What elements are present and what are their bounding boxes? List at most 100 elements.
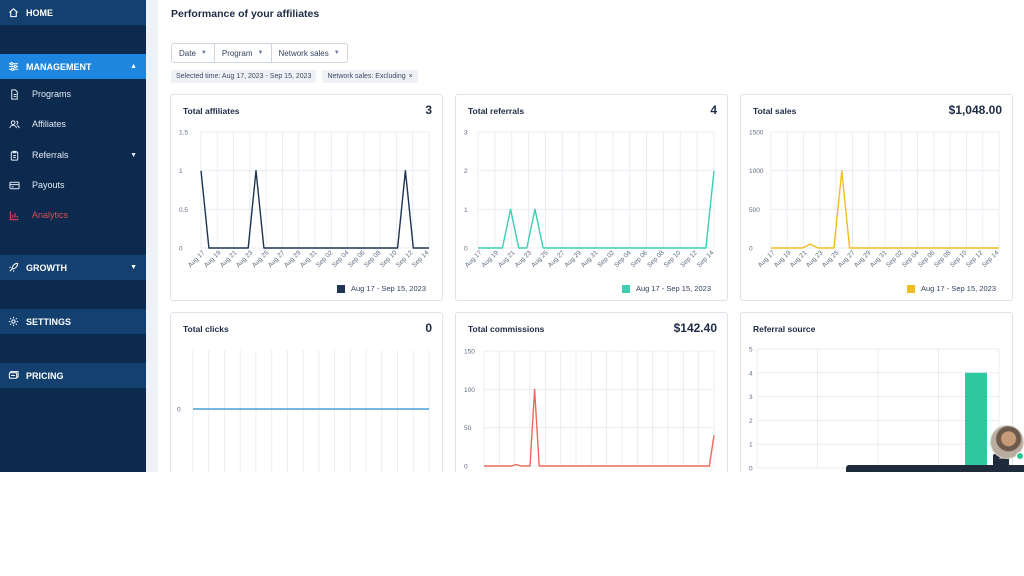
nav-management-label: MANAGEMENT — [26, 61, 92, 72]
sidebar-item-referrals[interactable]: Referrals ▼ — [0, 144, 146, 166]
bar — [965, 372, 987, 468]
chevron-down-icon: ▼ — [257, 50, 264, 56]
program-filter-button[interactable]: Program ▼ — [215, 44, 272, 62]
sidebar-item-programs[interactable]: Programs — [0, 83, 146, 105]
y-tick-label: 150 — [464, 349, 475, 356]
users-icon — [7, 117, 21, 131]
series-line — [200, 169, 429, 249]
y-tick-label: 0 — [464, 464, 468, 471]
y-tick-label: 0.5 — [179, 207, 188, 214]
y-tick-label: 0 — [749, 246, 753, 253]
x-tick-label: Sep 06 — [630, 249, 650, 269]
network-sales-chip: Network sales: Excluding × — [322, 70, 418, 83]
y-tick-label: 1000 — [749, 168, 764, 175]
analytics-icon — [7, 208, 21, 222]
nav-home-label: HOME — [26, 7, 53, 18]
x-tick-label: Aug 23 — [514, 249, 534, 269]
y-tick-label: 0 — [749, 466, 753, 473]
y-tick-label: 2 — [749, 418, 753, 425]
close-icon[interactable]: × — [408, 73, 413, 80]
referral-source-card: Referral source 0 1 2 3 4 5 — [740, 312, 1013, 472]
legend-swatch — [621, 284, 630, 293]
x-tick-label: Sep 08 — [646, 249, 666, 269]
total-commissions-card: Total commissions $142.40 0 50 100 150 — [455, 312, 728, 472]
series-line — [771, 169, 999, 249]
x-tick-label: Sep 04 — [613, 249, 633, 269]
selected-time-chip: Selected time: Aug 17, 2023 - Sep 15, 20… — [171, 70, 317, 83]
x-tick-label: Sep 10 — [663, 249, 683, 269]
nav-home[interactable]: HOME — [0, 0, 146, 25]
x-tick-label: Sep 12 — [679, 249, 699, 269]
y-tick-label: 50 — [464, 425, 472, 432]
y-tick-label: 500 — [749, 207, 760, 214]
chevron-down-icon: ▼ — [130, 264, 137, 271]
y-tick-label: 1 — [464, 207, 468, 214]
legend-label: Aug 17 - Sep 15, 2023 — [350, 284, 426, 293]
credit-card-icon — [7, 178, 21, 192]
nav-pricing-label: PRICING — [26, 370, 64, 381]
legend-label: Aug 17 - Sep 15, 2023 — [635, 284, 711, 293]
y-tick-label: 0 — [177, 407, 181, 414]
pricing-icon — [6, 369, 20, 383]
y-tick-label: 0 — [464, 246, 468, 253]
date-filter-button[interactable]: Date ▼ — [172, 44, 215, 62]
nav-settings-label: SETTINGS — [26, 316, 72, 327]
chevron-down-icon: ▼ — [200, 50, 207, 56]
chart-legend: Aug 17 - Sep 15, 2023 — [621, 284, 711, 293]
x-tick-label: Sep 02 — [596, 249, 616, 269]
chevron-down-icon: ▼ — [333, 50, 340, 56]
card-value: 4 — [710, 103, 717, 117]
program-filter-label: Program — [221, 48, 253, 58]
document-icon — [7, 87, 21, 101]
online-status-dot — [1016, 452, 1024, 460]
x-tick-label: Sep 14 — [411, 249, 431, 269]
y-tick-label: 1 — [179, 168, 183, 175]
x-tick-label: Aug 27 — [547, 249, 567, 269]
selected-time-chip-label: Selected time: Aug 17, 2023 - Sep 15, 20… — [176, 73, 312, 80]
sliders-icon — [6, 60, 20, 74]
nav-growth-label: GROWTH — [26, 262, 67, 273]
nav-settings[interactable]: SETTINGS — [0, 309, 146, 334]
x-tick-label: Sep 14 — [981, 249, 1001, 269]
nav-pricing[interactable]: PRICING — [0, 363, 146, 388]
y-tick-label: 2 — [464, 168, 468, 175]
sidebar-gutter — [146, 0, 158, 472]
y-tick-label: 5 — [749, 347, 753, 354]
series-line — [484, 388, 715, 467]
x-tick-label: Sep 14 — [696, 249, 716, 269]
y-tick-label: 1 — [749, 442, 753, 449]
card-value: 3 — [425, 103, 432, 117]
app-root: HOME MANAGEMENT ▲ Programs Affiliates — [0, 0, 1024, 472]
nav-growth[interactable]: GROWTH ▼ — [0, 255, 146, 280]
filter-bar: Date ▼ Program ▼ Network sales ▼ — [171, 43, 348, 63]
sidebar-item-analytics[interactable]: Analytics — [0, 204, 146, 226]
y-tick-label: 4 — [749, 370, 753, 377]
chart-legend: Aug 17 - Sep 15, 2023 — [906, 284, 996, 293]
sidebar-item-affiliates-label: Affiliates — [32, 119, 66, 129]
sidebar-item-payouts[interactable]: Payouts — [0, 174, 146, 196]
chat-widget-bar[interactable] — [846, 465, 1024, 472]
card-title: Total clicks — [183, 324, 229, 334]
x-tick-label: Aug 29 — [563, 249, 583, 269]
network-sales-filter-button[interactable]: Network sales ▼ — [272, 44, 347, 62]
total-clicks-chart: 0 — [177, 350, 430, 472]
sidebar-item-analytics-label: Analytics — [32, 210, 69, 220]
nav-management[interactable]: MANAGEMENT ▲ — [0, 54, 146, 79]
sidebar: HOME MANAGEMENT ▲ Programs Affiliates — [0, 0, 146, 472]
sidebar-item-affiliates[interactable]: Affiliates — [0, 113, 146, 135]
network-sales-filter-label: Network sales — [278, 48, 329, 58]
rocket-icon — [6, 261, 20, 275]
page-title: Performance of your affiliates — [171, 8, 320, 20]
date-filter-label: Date — [179, 48, 196, 58]
legend-swatch — [336, 284, 345, 293]
card-title: Referral source — [753, 324, 816, 334]
total-sales-card: Total sales $1,048.00 0 500 1000 1500 Aug 17… — [740, 94, 1013, 301]
total-referrals-card: Total referrals 4 0 1 2 3 Aug 17 Aug 19 Aug 21… — [455, 94, 728, 301]
x-tick-label: Aug 25 — [530, 249, 550, 269]
home-icon — [6, 6, 20, 20]
series-line — [478, 170, 715, 249]
